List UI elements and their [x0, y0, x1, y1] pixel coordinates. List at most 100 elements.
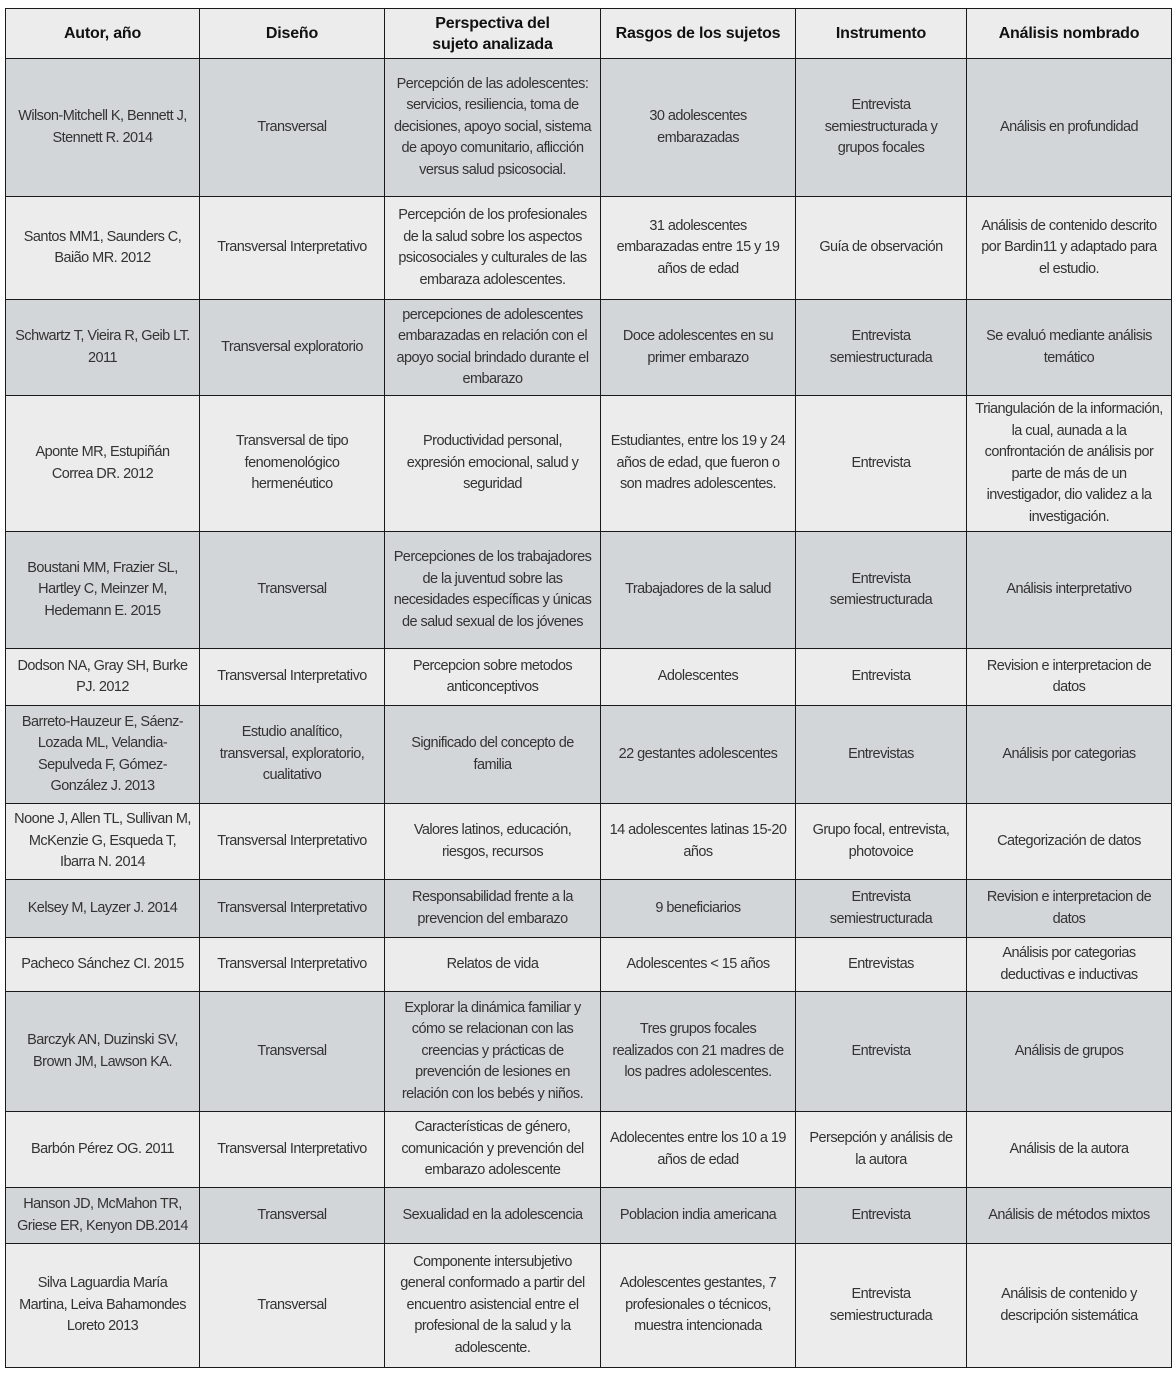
cell-analysis: Análisis de contenido y descripción sist…: [966, 1243, 1172, 1368]
cell-analysis: Análisis en profundidad: [966, 58, 1172, 197]
cell-analysis: Revision e interpretacion de datos: [966, 648, 1172, 706]
cell-instrument: Persepción y análisis de la autora: [795, 1111, 967, 1188]
cell-subject-traits: 31 adolescentes embarazadas entre 15 y 1…: [600, 196, 796, 300]
cell-subject-traits: Adolecentes entre los 10 a 19 años de ed…: [600, 1111, 796, 1188]
cell-perspective: percepciones de adolescentes embarazadas…: [384, 299, 601, 396]
cell-perspective: Percepciones de los trabajadores de la j…: [384, 531, 601, 649]
cell-subject-traits: Tres grupos focales realizados con 21 ma…: [600, 991, 796, 1112]
cell-subject-traits: Poblacion india americana: [600, 1187, 796, 1244]
cell-author: Pacheco Sánchez CI. 2015: [5, 937, 200, 992]
table-row: Silva Laguardia María Martina, Leiva Bah…: [5, 1243, 1172, 1368]
cell-author: Boustani MM, Frazier SL, Hartley C, Mein…: [5, 531, 200, 649]
cell-author: Hanson JD, McMahon TR, Griese ER, Kenyon…: [5, 1187, 200, 1244]
table-row: Kelsey M, Layzer J. 2014 Transversal Inte…: [5, 879, 1172, 938]
cell-author: Barbón Pérez OG. 2011: [5, 1111, 200, 1188]
cell-analysis: Análisis de métodos mixtos: [966, 1187, 1172, 1244]
cell-instrument: Entrevista: [795, 395, 967, 532]
table-row: Schwartz T, Vieira R, Geib LT. 2011 Trans…: [5, 299, 1172, 396]
cell-subject-traits: 22 gestantes adolescentes: [600, 705, 796, 804]
cell-instrument: Entrevista semiestructurada: [795, 299, 967, 396]
cell-analysis: Revision e interpretacion de datos: [966, 879, 1172, 938]
cell-analysis: Análisis por categorias: [966, 705, 1172, 804]
cell-design: Transversal: [199, 1243, 385, 1368]
table-row: Barreto-Hauzeur E, Sáenz-Lozada ML, Vela…: [5, 705, 1172, 804]
cell-analysis: Análisis de la autora: [966, 1111, 1172, 1188]
table-row: Noone J, Allen TL, Sullivan M, McKenzie …: [5, 803, 1172, 880]
cell-perspective: Percepción de los profesionales de la sa…: [384, 196, 601, 300]
cell-analysis: Triangulación de la información, la cual…: [966, 395, 1172, 532]
cell-perspective: Productividad personal, expresión emocio…: [384, 395, 601, 532]
cell-instrument: Entrevista semiestructurada: [795, 879, 967, 938]
cell-subject-traits: Estudiantes, entre los 19 y 24 años de e…: [600, 395, 796, 532]
cell-perspective: Características de género, comunicación …: [384, 1111, 601, 1188]
cell-instrument: Entrevista: [795, 1187, 967, 1244]
cell-analysis: Análisis interpretativo: [966, 531, 1172, 649]
cell-design: Estudio analítico, transversal, explorat…: [199, 705, 385, 804]
cell-design: Transversal: [199, 58, 385, 197]
table-row: Pacheco Sánchez CI. 2015 Transversal Inte…: [5, 937, 1172, 992]
cell-design: Transversal: [199, 531, 385, 649]
table-row: Aponte MR, Estupiñán Correa DR. 2012 Tran…: [5, 395, 1172, 532]
cell-subject-traits: Adolescentes < 15 años: [600, 937, 796, 992]
cell-author: Silva Laguardia María Martina, Leiva Bah…: [5, 1243, 200, 1368]
cell-author: Barczyk AN, Duzinski SV, Brown JM, Lawso…: [5, 991, 200, 1112]
cell-perspective: Explorar la dinámica familiar y cómo se …: [384, 991, 601, 1112]
cell-author: Barreto-Hauzeur E, Sáenz-Lozada ML, Vela…: [5, 705, 200, 804]
cell-design: Transversal Interpretativo: [199, 196, 385, 300]
cell-instrument: Entrevista: [795, 648, 967, 706]
table-row: Wilson-Mitchell K, Bennett J, Stennett R…: [5, 58, 1172, 197]
cell-subject-traits: 30 adolescentes embarazadas: [600, 58, 796, 197]
cell-instrument: Entrevistas: [795, 937, 967, 992]
cell-instrument: Entrevistas: [795, 705, 967, 804]
header-perspective: Perspectiva del sujeto analizada: [384, 8, 601, 59]
header-row: Autor, año Diseño Perspectiva del sujeto…: [5, 8, 1172, 59]
table-row: Barczyk AN, Duzinski SV, Brown JM, Lawso…: [5, 991, 1172, 1112]
cell-design: Transversal Interpretativo: [199, 803, 385, 880]
cell-author: Noone J, Allen TL, Sullivan M, McKenzie …: [5, 803, 200, 880]
header-analysis: Análisis nombrado: [966, 8, 1172, 59]
cell-design: Transversal Interpretativo: [199, 1111, 385, 1188]
table-row: Hanson JD, McMahon TR, Griese ER, Kenyon…: [5, 1187, 1172, 1244]
cell-author: Wilson-Mitchell K, Bennett J, Stennett R…: [5, 58, 200, 197]
cell-author: Kelsey M, Layzer J. 2014: [5, 879, 200, 938]
cell-author: Santos MM1, Saunders C, Baião MR. 2012: [5, 196, 200, 300]
cell-instrument: Guía de observación: [795, 196, 967, 300]
header-author-year: Autor, año: [5, 8, 200, 59]
cell-design: Transversal: [199, 1187, 385, 1244]
cell-author: Dodson NA, Gray SH, Burke PJ. 2012: [5, 648, 200, 706]
cell-perspective: Percepcion sobre metodos anticonceptivos: [384, 648, 601, 706]
cell-analysis: Análisis de contenido descrito por Bardi…: [966, 196, 1172, 300]
cell-perspective: Responsabilidad frente a la prevencion d…: [384, 879, 601, 938]
studies-table: Autor, año Diseño Perspectiva del sujeto…: [5, 8, 1172, 1368]
cell-analysis: Análisis por categorias deductivas e ind…: [966, 937, 1172, 992]
header-instrument: Instrumento: [795, 8, 967, 59]
header-subject-traits: Rasgos de los sujetos: [600, 8, 796, 59]
table-row: Dodson NA, Gray SH, Burke PJ. 2012 Transv…: [5, 648, 1172, 706]
cell-design: Transversal Interpretativo: [199, 879, 385, 938]
cell-analysis: Categorización de datos: [966, 803, 1172, 880]
cell-subject-traits: Doce adolescentes en su primer embarazo: [600, 299, 796, 396]
cell-perspective: Significado del concepto de familia: [384, 705, 601, 804]
cell-analysis: Análisis de grupos: [966, 991, 1172, 1112]
cell-perspective: Relatos de vida: [384, 937, 601, 992]
cell-design: Transversal: [199, 991, 385, 1112]
cell-subject-traits: Adolescentes: [600, 648, 796, 706]
cell-design: Transversal Interpretativo: [199, 648, 385, 706]
cell-subject-traits: Adolescentes gestantes, 7 profesionales …: [600, 1243, 796, 1368]
cell-analysis: Se evaluó mediante análisis temático: [966, 299, 1172, 396]
table-row: Barbón Pérez OG. 2011 Transversal Interpr…: [5, 1111, 1172, 1188]
cell-instrument: Entrevista semiestructurada: [795, 531, 967, 649]
cell-design: Transversal exploratorio: [199, 299, 385, 396]
cell-perspective: Percepción de las adolescentes: servicio…: [384, 58, 601, 197]
cell-instrument: Entrevista semiestructurada: [795, 1243, 967, 1368]
cell-instrument: Entrevista semiestructurada y grupos foc…: [795, 58, 967, 197]
cell-instrument: Entrevista: [795, 991, 967, 1112]
cell-design: Transversal de tipo fenomenológico herme…: [199, 395, 385, 532]
cell-subject-traits: Trabajadores de la salud: [600, 531, 796, 649]
table-row: Santos MM1, Saunders C, Baião MR. 2012 Tr…: [5, 196, 1172, 300]
cell-perspective: Componente intersubjetivo general confor…: [384, 1243, 601, 1368]
cell-subject-traits: 9 beneficiarios: [600, 879, 796, 938]
cell-perspective: Sexualidad en la adolescencia: [384, 1187, 601, 1244]
cell-author: Aponte MR, Estupiñán Correa DR. 2012: [5, 395, 200, 532]
cell-instrument: Grupo focal, entrevista, photovoice: [795, 803, 967, 880]
